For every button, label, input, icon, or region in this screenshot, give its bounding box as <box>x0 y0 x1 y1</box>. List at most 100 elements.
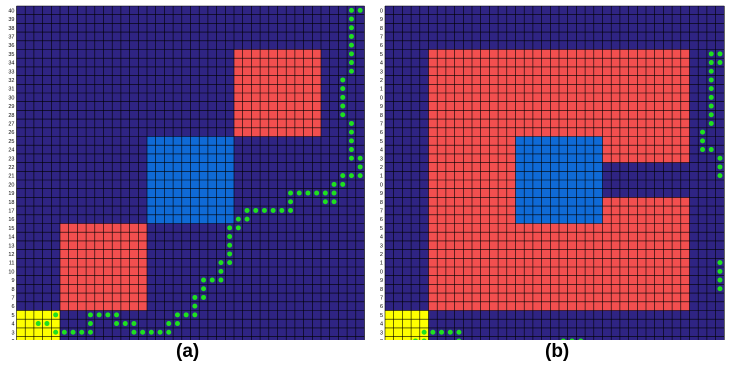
path-dot <box>131 321 137 327</box>
path-dot <box>114 312 120 318</box>
path-dot <box>305 190 311 196</box>
grid-panel-a: 1234567891011121314151617181920212223242… <box>0 0 380 340</box>
path-dot <box>348 25 354 31</box>
path-dot <box>708 120 714 126</box>
path-dot <box>235 225 241 231</box>
path-dot <box>140 329 146 335</box>
path-dot <box>340 181 346 187</box>
path-dot <box>717 164 723 170</box>
y-tick-label: 25 <box>380 139 383 145</box>
path-dot <box>340 112 346 118</box>
path-dot <box>201 277 207 283</box>
y-tick-label: 24 <box>380 148 383 154</box>
path-dot <box>288 199 294 205</box>
y-tick-label: 20 <box>8 182 14 188</box>
y-tick-label: 15 <box>8 226 14 232</box>
y-tick-label: 11 <box>380 261 383 267</box>
y-tick-label: 11 <box>9 261 15 267</box>
path-dot <box>348 33 354 39</box>
path-dot <box>227 260 233 266</box>
path-dot <box>717 268 723 274</box>
y-tick-label: 10 <box>8 269 14 275</box>
y-tick-label: 33 <box>8 69 14 75</box>
path-dot <box>708 77 714 83</box>
y-tick-label: 4 <box>380 322 383 328</box>
y-tick-label: 38 <box>8 26 14 32</box>
y-tick-label: 8 <box>380 287 383 293</box>
path-dot <box>87 329 93 335</box>
path-dot <box>348 147 354 153</box>
y-tick-label: 37 <box>8 34 14 40</box>
path-dot <box>244 216 250 222</box>
path-dot <box>105 312 111 318</box>
y-tick-label: 12 <box>8 252 14 258</box>
path-dot <box>357 7 363 13</box>
y-tick-label: 21 <box>380 174 383 180</box>
y-tick-label: 36 <box>380 43 383 49</box>
y-tick-label: 35 <box>8 52 14 58</box>
y-tick-label: 26 <box>8 130 14 136</box>
path-dot <box>413 338 418 340</box>
path-dot <box>348 42 354 48</box>
path-dot <box>708 60 714 66</box>
path-dot <box>174 321 180 327</box>
path-dot <box>227 225 233 231</box>
path-dot <box>348 138 354 144</box>
path-dot <box>348 155 354 161</box>
y-tick-label: 12 <box>380 252 383 258</box>
path-dot <box>708 112 714 118</box>
path-dot <box>44 321 50 327</box>
y-tick-label: 31 <box>380 87 383 93</box>
grid-lines <box>384 5 725 340</box>
y-tick-label: 22 <box>380 165 383 171</box>
panel-caption-a: (a) <box>176 341 200 362</box>
path-dot <box>79 329 85 335</box>
path-dot <box>227 251 233 257</box>
path-dot <box>348 60 354 66</box>
path-dot <box>122 321 128 327</box>
path-dot <box>348 173 354 179</box>
y-tick-label: 13 <box>380 243 383 249</box>
path-dot <box>227 242 233 248</box>
path-dot <box>35 321 41 327</box>
path-dot <box>561 338 566 340</box>
y-tick-label: 13 <box>8 243 14 249</box>
y-tick-label: 8 <box>11 287 14 293</box>
path-dot <box>87 312 93 318</box>
path-dot <box>348 68 354 74</box>
y-tick-label: 24 <box>8 148 14 154</box>
y-tick-label: 27 <box>380 121 383 127</box>
path-dot <box>279 207 285 213</box>
path-dot <box>348 16 354 22</box>
y-tick-label: 36 <box>8 43 14 49</box>
path-dot <box>53 329 59 335</box>
path-dot <box>114 321 120 327</box>
y-tick-label: 38 <box>380 26 383 32</box>
y-tick-label: 7 <box>380 295 383 301</box>
path-dot <box>700 138 706 144</box>
path-dot <box>296 190 302 196</box>
path-dot <box>708 86 714 92</box>
y-tick-label: 9 <box>380 278 383 284</box>
y-tick-label: 34 <box>8 61 14 67</box>
path-dot <box>174 312 180 318</box>
path-dot <box>87 321 93 327</box>
path-dot <box>708 51 714 57</box>
y-tick-label: 6 <box>11 304 14 310</box>
path-dot <box>157 329 163 335</box>
path-dot <box>227 234 233 240</box>
path-dot <box>331 181 337 187</box>
y-tick-label: 3 <box>380 330 383 336</box>
path-dot <box>421 338 427 340</box>
path-dot <box>331 190 337 196</box>
y-tick-label: 22 <box>8 165 14 171</box>
path-dot <box>708 94 714 100</box>
path-dot <box>192 294 198 300</box>
path-dot <box>717 277 723 283</box>
y-tick-label: 28 <box>380 113 383 119</box>
panel-caption-b: (b) <box>545 341 570 362</box>
y-tick-label: 5 <box>380 313 383 319</box>
path-dot <box>270 207 276 213</box>
path-dot <box>456 329 462 335</box>
path-dot <box>717 173 723 179</box>
